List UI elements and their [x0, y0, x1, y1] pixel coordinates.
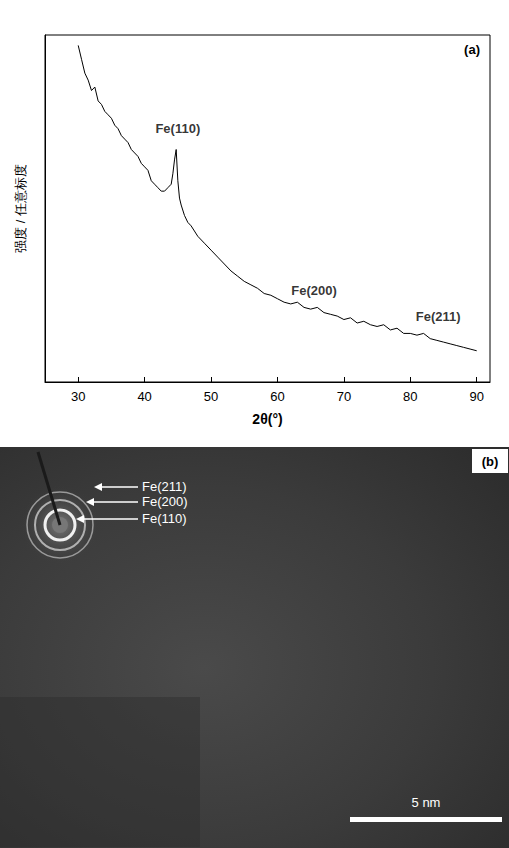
- svg-text:Fe(211): Fe(211): [416, 309, 461, 324]
- svg-text:50: 50: [204, 389, 218, 404]
- svg-text:60: 60: [270, 389, 284, 404]
- svg-text:90: 90: [469, 389, 483, 404]
- svg-text:Fe(200): Fe(200): [142, 494, 188, 509]
- svg-text:5 nm: 5 nm: [412, 795, 441, 810]
- svg-text:30: 30: [71, 389, 85, 404]
- svg-text:Fe(200): Fe(200): [291, 283, 337, 298]
- svg-text:40: 40: [137, 389, 151, 404]
- svg-text:强度 / 任意标度: 强度 / 任意标度: [13, 164, 28, 253]
- svg-text:(b): (b): [482, 454, 499, 469]
- svg-text:(a): (a): [464, 42, 480, 57]
- svg-text:70: 70: [337, 389, 351, 404]
- svg-text:80: 80: [403, 389, 417, 404]
- svg-text:Fe(110): Fe(110): [155, 121, 200, 136]
- svg-text:2θ(°): 2θ(°): [252, 411, 282, 427]
- svg-text:Fe(211): Fe(211): [142, 479, 187, 494]
- svg-text:Fe(110): Fe(110): [142, 511, 187, 526]
